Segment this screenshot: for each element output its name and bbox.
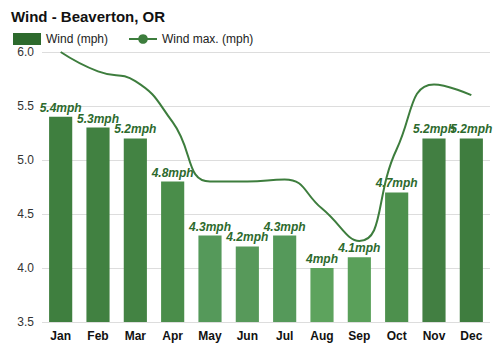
svg-text:Wind (mph): Wind (mph) (46, 32, 108, 46)
svg-text:4.1mph: 4.1mph (337, 241, 380, 255)
svg-text:Feb: Feb (87, 329, 108, 343)
svg-text:Oct: Oct (387, 329, 407, 343)
svg-text:Wind - Beaverton, OR: Wind - Beaverton, OR (11, 8, 165, 25)
svg-text:4mph: 4mph (305, 252, 338, 266)
svg-text:5.2mph: 5.2mph (450, 122, 492, 136)
svg-text:Apr: Apr (162, 329, 183, 343)
svg-text:Wind max. (mph): Wind max. (mph) (162, 32, 253, 46)
svg-text:4.2mph: 4.2mph (225, 230, 268, 244)
svg-text:4.3mph: 4.3mph (188, 220, 231, 234)
svg-text:Jun: Jun (237, 329, 258, 343)
svg-text:4.5: 4.5 (17, 207, 34, 221)
svg-text:May: May (198, 329, 222, 343)
svg-text:4.3mph: 4.3mph (263, 220, 306, 234)
svg-text:Aug: Aug (310, 329, 333, 343)
svg-text:4.8mph: 4.8mph (151, 166, 194, 180)
svg-text:5.2mph: 5.2mph (413, 122, 455, 136)
svg-text:4.0: 4.0 (17, 261, 34, 275)
svg-text:5.0: 5.0 (17, 153, 34, 167)
svg-text:4.7mph: 4.7mph (375, 176, 418, 190)
svg-text:Jul: Jul (276, 329, 293, 343)
svg-text:5.5: 5.5 (17, 99, 34, 113)
svg-text:3.5: 3.5 (17, 315, 34, 329)
svg-text:Dec: Dec (460, 329, 482, 343)
svg-text:5.4mph: 5.4mph (40, 101, 82, 115)
svg-text:5.3mph: 5.3mph (77, 112, 119, 126)
svg-text:6.0: 6.0 (17, 45, 34, 59)
svg-text:Sep: Sep (348, 329, 370, 343)
svg-text:Mar: Mar (125, 329, 147, 343)
svg-text:5.2mph: 5.2mph (114, 122, 156, 136)
svg-text:Nov: Nov (423, 329, 446, 343)
svg-text:Jan: Jan (50, 329, 71, 343)
